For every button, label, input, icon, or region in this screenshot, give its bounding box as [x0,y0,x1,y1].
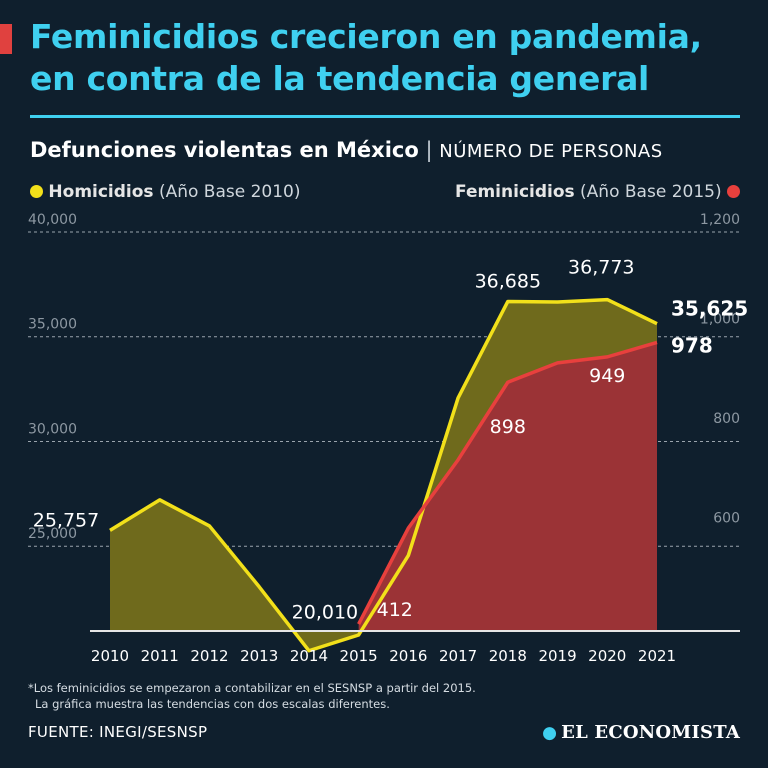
chart-subtitle: Defunciones violentas en México | NÚMERO… [30,136,663,166]
left-axis-tick-label: 25,000 [28,526,77,542]
right-axis-tick-label: 1,000 [700,312,740,328]
legend-name-feminicidios: Feminicidios [455,182,575,202]
legend-feminicidios: Feminicidios (Año Base 2015) [455,180,740,204]
series-line-feminicidios [357,340,658,625]
footnote-line-1: *Los feminicidios se empezaron a contabi… [28,681,476,695]
footnote-line-2: La gráfica muestra las tendencias con do… [35,697,390,711]
data-label-feminicidios: 978 [671,333,713,357]
subtitle-main: Defunciones violentas en México [30,138,419,162]
x-axis-tick-label: 2016 [389,647,427,665]
legend-homicidios: Homicidios (Año Base 2010) [30,180,301,204]
x-axis-tick-label: 2017 [439,647,477,665]
data-label-feminicidios: 949 [589,365,625,387]
title-line-2: en contra de la tendencia general [30,59,650,98]
legend-dot-homicidios-icon [30,185,43,198]
source-text: FUENTE: INEGI/SESNSP [28,723,208,741]
x-axis-tick-label: 2021 [638,647,676,665]
x-axis-tick-label: 2010 [91,647,129,665]
data-label-homicidios: 36,773 [568,257,634,279]
x-axis-tick-label: 2012 [190,647,228,665]
legend-name-homicidios: Homicidios [48,182,154,202]
x-axis-tick-label: 2018 [489,647,527,665]
series-line-homicidios [109,297,658,653]
title-line-1: Feminicidios crecieron en pandemia, [30,17,702,56]
legend-base-feminicidios: (Año Base 2015) [580,182,722,202]
x-axis-tick-label: 2014 [290,647,328,665]
data-label-homicidios: 36,685 [475,270,541,292]
left-axis-tick-label: 30,000 [28,421,77,437]
x-axis-tick-label: 2011 [141,647,179,665]
data-label-feminicidios: 898 [490,416,526,438]
right-axis-tick-label: 800 [713,411,740,427]
left-axis-tick-label: 40,000 [28,212,77,228]
x-axis-tick-label: 2020 [588,647,626,665]
data-label-homicidios: 35,625 [671,297,748,321]
data-label-homicidios: 25,757 [33,509,99,531]
accent-bar [0,24,12,54]
subtitle-separator: | [425,138,433,162]
page-title: Feminicidios crecieron en pandemia, en c… [30,16,750,100]
footnote: *Los feminicidios se empezaron a contabi… [28,680,476,712]
right-axis-tick-label: 1,200 [700,212,740,228]
brand-mark-icon: ● [542,723,558,743]
subtitle-unit: NÚMERO DE PERSONAS [439,141,663,162]
right-axis-tick-label: 600 [713,511,740,527]
brand-name: EL ECONOMISTA [561,722,740,743]
left-axis-tick-label: 35,000 [28,317,77,333]
legend-dot-feminicidios-icon [727,185,740,198]
data-label-feminicidios: 412 [377,599,413,621]
legend-base-homicidios: (Año Base 2010) [158,182,301,202]
brand-logo: ● EL ECONOMISTA [542,722,740,743]
x-axis-tick-label: 2013 [240,647,278,665]
x-axis-tick-label: 2019 [538,647,576,665]
x-axis-tick-label: 2015 [340,647,378,665]
title-divider [30,115,740,118]
series-area-feminicidios [358,342,657,630]
data-label-homicidios: 20,010 [292,602,358,624]
